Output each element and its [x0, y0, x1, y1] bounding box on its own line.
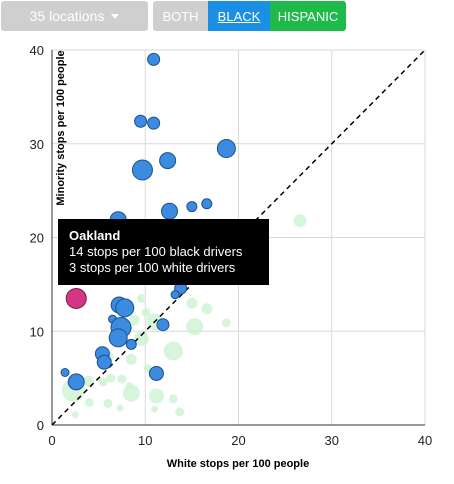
- hispanic-point[interactable]: [98, 377, 108, 387]
- hispanic-point[interactable]: [293, 214, 307, 228]
- black-point[interactable]: [148, 365, 164, 381]
- y-tick-label: 0: [37, 418, 44, 433]
- tooltip-title: Oakland: [69, 228, 121, 243]
- x-tick-label: 40: [418, 433, 432, 448]
- tooltip-white-rate: 3 stops per 100 white drivers: [69, 260, 236, 275]
- locations-dropdown[interactable]: 35 locations: [1, 1, 148, 31]
- y-tick-label: 10: [30, 324, 44, 339]
- black-point[interactable]: [170, 290, 180, 300]
- black-point[interactable]: [201, 198, 213, 210]
- black-point[interactable]: [160, 202, 178, 220]
- black-point[interactable]: [67, 373, 85, 391]
- locations-label: 35 locations: [29, 8, 105, 24]
- y-tick-label: 20: [30, 231, 44, 246]
- black-point[interactable]: [60, 368, 70, 377]
- hispanic-point[interactable]: [148, 388, 164, 404]
- black-point[interactable]: [156, 318, 170, 332]
- black-point[interactable]: [125, 338, 137, 350]
- black-point[interactable]: [147, 52, 161, 66]
- x-tick-label: 30: [325, 433, 339, 448]
- hispanic-point[interactable]: [117, 374, 127, 384]
- axis-ticks: 0 10 20 30 40 0 10 20 30 40: [30, 43, 433, 448]
- hispanic-point[interactable]: [125, 353, 137, 365]
- hispanic-toggle-button[interactable]: HISPANIC: [270, 1, 346, 31]
- black-point[interactable]: [115, 298, 135, 318]
- black-points: [60, 52, 236, 391]
- x-tick-label: 10: [138, 433, 152, 448]
- location-tooltip: Oakland 14 stops per 100 black drivers 3…: [58, 219, 269, 285]
- hispanic-point[interactable]: [221, 318, 231, 328]
- hispanic-point[interactable]: [151, 405, 159, 413]
- highlighted-point[interactable]: [65, 287, 87, 309]
- hispanic-point[interactable]: [84, 398, 94, 407]
- y-axis-label: Minority stops per 100 people: [55, 50, 67, 205]
- hispanic-point[interactable]: [201, 303, 213, 315]
- both-toggle-button[interactable]: BOTH: [153, 1, 208, 31]
- black-point[interactable]: [159, 152, 177, 170]
- tooltip-black-rate: 14 stops per 100 black drivers: [69, 244, 243, 259]
- black-point[interactable]: [108, 328, 128, 348]
- black-point[interactable]: [147, 116, 161, 130]
- hispanic-point[interactable]: [128, 314, 140, 326]
- hispanic-point[interactable]: [186, 297, 198, 309]
- hispanic-point[interactable]: [137, 293, 147, 303]
- hispanic-point[interactable]: [186, 318, 204, 336]
- x-tick-label: 20: [231, 433, 245, 448]
- hispanic-point[interactable]: [175, 407, 185, 417]
- y-tick-label: 30: [30, 137, 44, 152]
- hispanic-point[interactable]: [103, 398, 113, 408]
- hispanic-point[interactable]: [71, 411, 79, 419]
- hispanic-point[interactable]: [134, 331, 150, 347]
- black-point[interactable]: [216, 138, 236, 158]
- hispanic-point[interactable]: [116, 404, 124, 412]
- black-point[interactable]: [96, 354, 112, 370]
- hispanic-point[interactable]: [168, 394, 178, 404]
- hispanic-point[interactable]: [163, 341, 183, 361]
- hispanic-point[interactable]: [122, 384, 140, 402]
- y-tick-label: 40: [30, 43, 44, 58]
- black-point[interactable]: [131, 159, 153, 181]
- caret-down-icon: [111, 13, 120, 19]
- controls-bar: 35 locations BOTH BLACK HISPANIC: [0, 1, 454, 31]
- hispanic-point[interactable]: [141, 308, 151, 317]
- x-tick-label: 0: [48, 433, 55, 448]
- black-point[interactable]: [186, 201, 198, 213]
- x-axis-label: White stops per 100 people: [167, 458, 309, 470]
- hispanic-point[interactable]: [106, 373, 116, 383]
- black-toggle-button[interactable]: BLACK: [208, 1, 270, 31]
- black-point[interactable]: [134, 114, 148, 128]
